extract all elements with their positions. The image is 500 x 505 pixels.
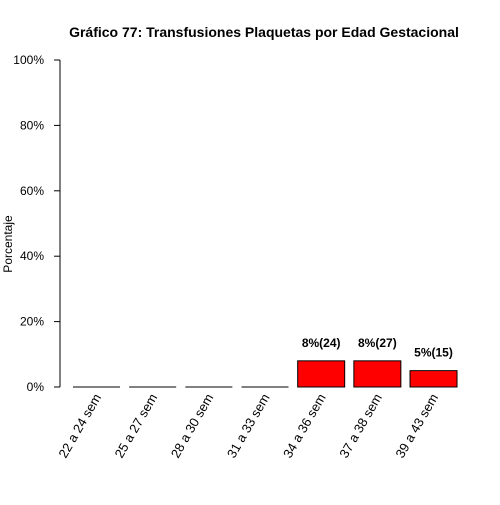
y-tick-label: 60% [20,184,44,198]
y-axis-label: Porcentaje [1,215,15,273]
bar [353,360,402,388]
x-tick-label: 37 a 38 sem [336,391,385,460]
x-tick-labels: 22 a 24 sem 25 a 27 sem 28 a 30 sem 31 a 33… [55,391,441,460]
data-labels: 8%(24) 8%(27) 5%(15) [302,336,453,360]
x-tick-label: 39 a 43 sem [392,391,441,460]
data-label: 8%(27) [358,336,397,350]
y-axis: 0% 20% 40% 60% 80% 100% [13,53,61,394]
x-tick-label: 34 a 36 sem [280,391,329,460]
x-tick-label: 22 a 24 sem [55,391,104,460]
x-tick-label: 25 a 27 sem [112,391,161,460]
bars-group [73,360,458,388]
x-tick-label: 31 a 33 sem [224,391,273,460]
bar [409,370,458,388]
y-tick-label: 40% [20,249,44,263]
y-tick-label: 0% [27,380,45,394]
x-tick-label: 28 a 30 sem [168,391,217,460]
bar [297,360,346,388]
y-tick-label: 100% [13,53,44,67]
chart-title: Gráfico 77: Transfusiones Plaquetas por … [69,24,459,40]
y-tick-label: 20% [20,315,44,329]
data-label: 5%(15) [414,346,453,360]
y-tick-label: 80% [20,118,44,132]
data-label: 8%(24) [302,336,341,350]
